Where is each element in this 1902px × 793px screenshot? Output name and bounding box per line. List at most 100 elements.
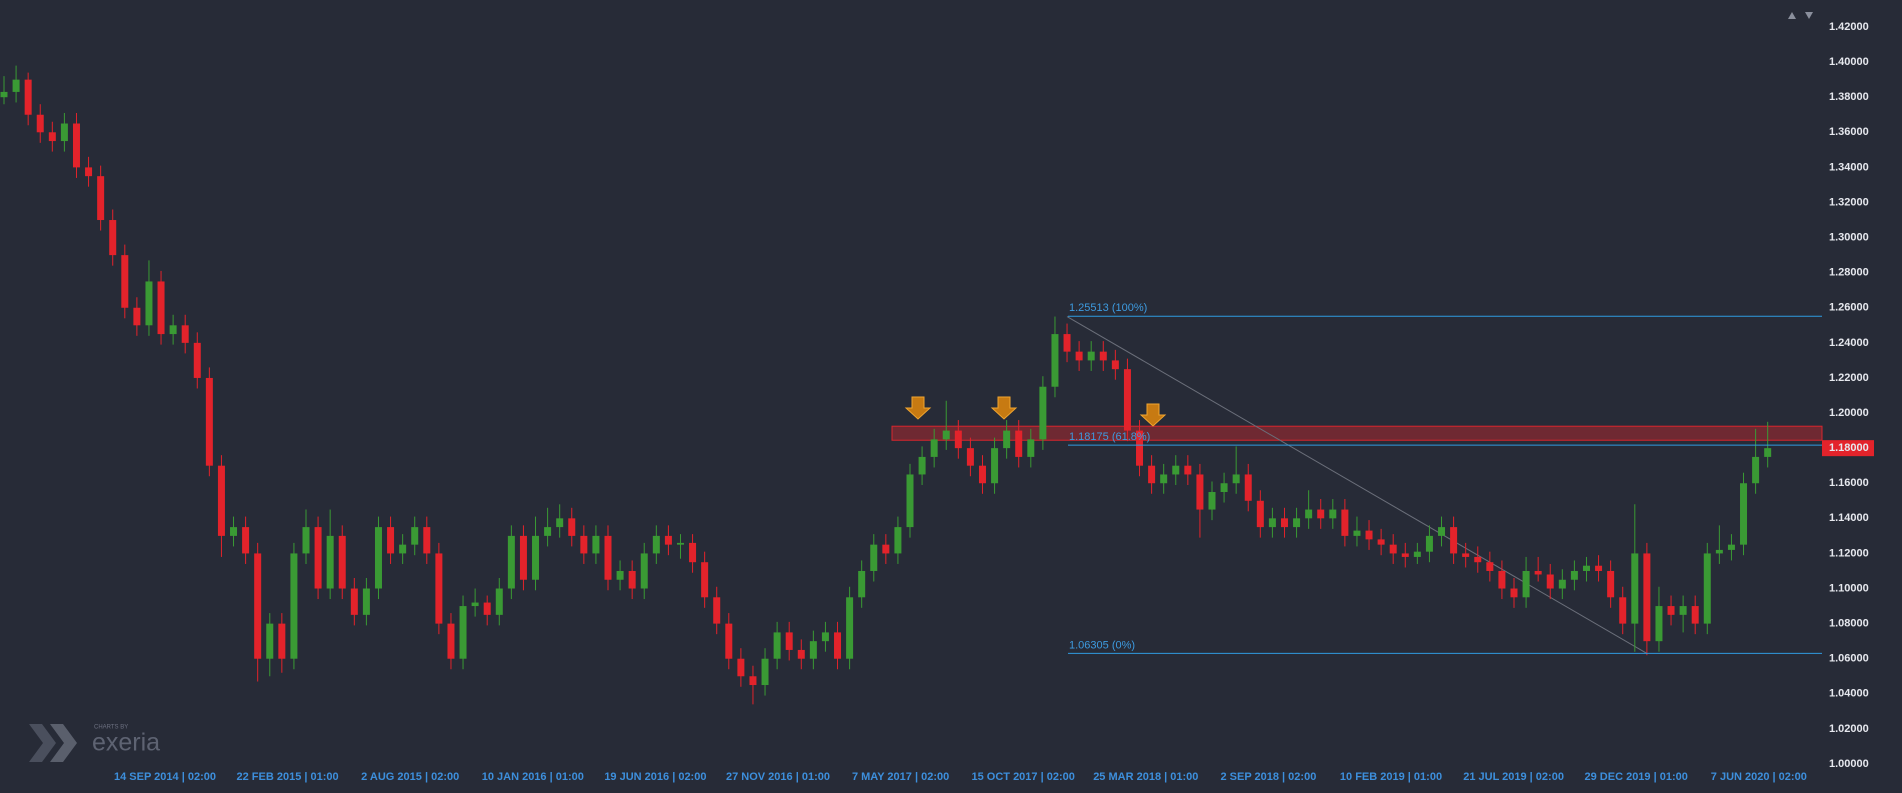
down-arrow [904,396,932,420]
y-tick-label: 1.04000 [1829,688,1869,700]
candle-body [1619,597,1627,624]
candle-body [1341,509,1349,536]
candle-body [387,527,395,554]
candle-body [519,535,527,580]
y-tick-label: 1.28000 [1829,267,1869,279]
x-tick-label: 2 AUG 2015 | 02:00 [361,771,459,783]
candle-body [1401,553,1409,557]
candle-body [278,623,286,659]
candle-body [157,281,165,335]
fib-label: 1.06305 (0%) [1069,639,1135,651]
y-tick-label: 1.38000 [1829,91,1869,103]
candle-body [302,527,310,554]
candle-body [616,570,624,580]
candle-body [1305,509,1313,519]
y-tick-label: 1.26000 [1829,302,1869,314]
candle-body [1582,565,1590,571]
candle-body [1027,439,1035,457]
candle-body [1280,518,1288,528]
candle-body [809,641,817,659]
candle-body [906,474,914,528]
candle-body [1752,456,1760,484]
candle-body [701,562,709,598]
candle-body [592,535,600,554]
candle-body [556,518,564,528]
candle-body [1148,465,1156,484]
candle-body [435,553,443,624]
candle-body [266,623,274,659]
candle-body [749,676,757,686]
candle-body [532,535,540,580]
candle-body [713,597,721,624]
candle-body [97,176,105,221]
candle-body [36,114,44,133]
candle-body [1631,553,1639,624]
candle-body [1534,570,1542,575]
candle-body [725,623,733,659]
candle-body [230,527,238,536]
x-tick-label: 22 FEB 2015 | 01:00 [237,771,339,783]
fib-label: 1.18175 (61.8%) [1069,431,1150,443]
candle-body [483,602,491,615]
candle-body [350,588,358,615]
candle-body [1425,535,1433,552]
x-tick-label: 10 FEB 2019 | 01:00 [1340,771,1442,783]
candle-body [930,439,938,457]
x-tick-label: 2 SEP 2018 | 02:00 [1220,771,1316,783]
candles-layer [0,65,1772,705]
candle-body [48,132,56,142]
logo: CHARTS BY exeria [29,724,160,762]
scroll-down[interactable] [1805,12,1813,19]
candle-body [1474,556,1482,563]
candle-body [1655,606,1663,642]
candle-body [918,456,926,475]
candle-body [604,535,612,580]
scroll-up[interactable] [1788,12,1796,19]
overlay-layer: 1.25513 (100%) 1.18175 (61.8%) 1.06305 (0%… [1068,302,1874,654]
candle-body [1123,369,1131,431]
x-tick-label: 15 OCT 2017 | 02:00 [972,771,1075,783]
candle-body [1039,386,1047,440]
y-tick-label: 1.30000 [1829,231,1869,243]
candle-body [761,658,769,686]
candle-body [640,553,648,589]
candle-body [1462,553,1470,557]
candle-body [109,220,117,256]
candle-body [1196,474,1204,510]
candle-body [374,527,382,589]
candle-body [870,544,878,571]
logo-mark [29,724,56,762]
candle-body [821,632,829,642]
candle-body [1353,530,1361,536]
candle-body [785,632,793,650]
candle-body [1389,544,1397,554]
y-tick-label: 1.36000 [1829,126,1869,138]
candle-body [1691,606,1699,624]
candle-body [471,602,479,607]
candle-body [193,342,201,378]
candle-body [24,79,32,115]
y-tick-label: 1.24000 [1829,337,1869,349]
fib-label: 1.25513 (100%) [1069,302,1147,314]
candle-body [846,597,854,659]
candle-body [242,527,250,554]
candle-body [1727,544,1735,550]
scale-controls[interactable] [1788,12,1813,19]
candle-body [966,448,974,466]
candle-body [942,430,950,440]
y-tick-label: 1.40000 [1829,56,1869,68]
candle-body [954,430,962,449]
candle-body [676,542,684,545]
x-tick-label: 14 SEP 2014 | 02:00 [114,771,216,783]
candle-body [1522,570,1530,598]
candle-body [858,570,866,598]
candle-body [1607,570,1615,598]
y-tick-label: 1.32000 [1829,196,1869,208]
candle-body [834,632,842,659]
candle-body [1111,360,1119,370]
candle-body [1740,483,1748,545]
candle-body [689,542,697,563]
candle-body [978,465,986,484]
candle-body [1329,509,1337,519]
